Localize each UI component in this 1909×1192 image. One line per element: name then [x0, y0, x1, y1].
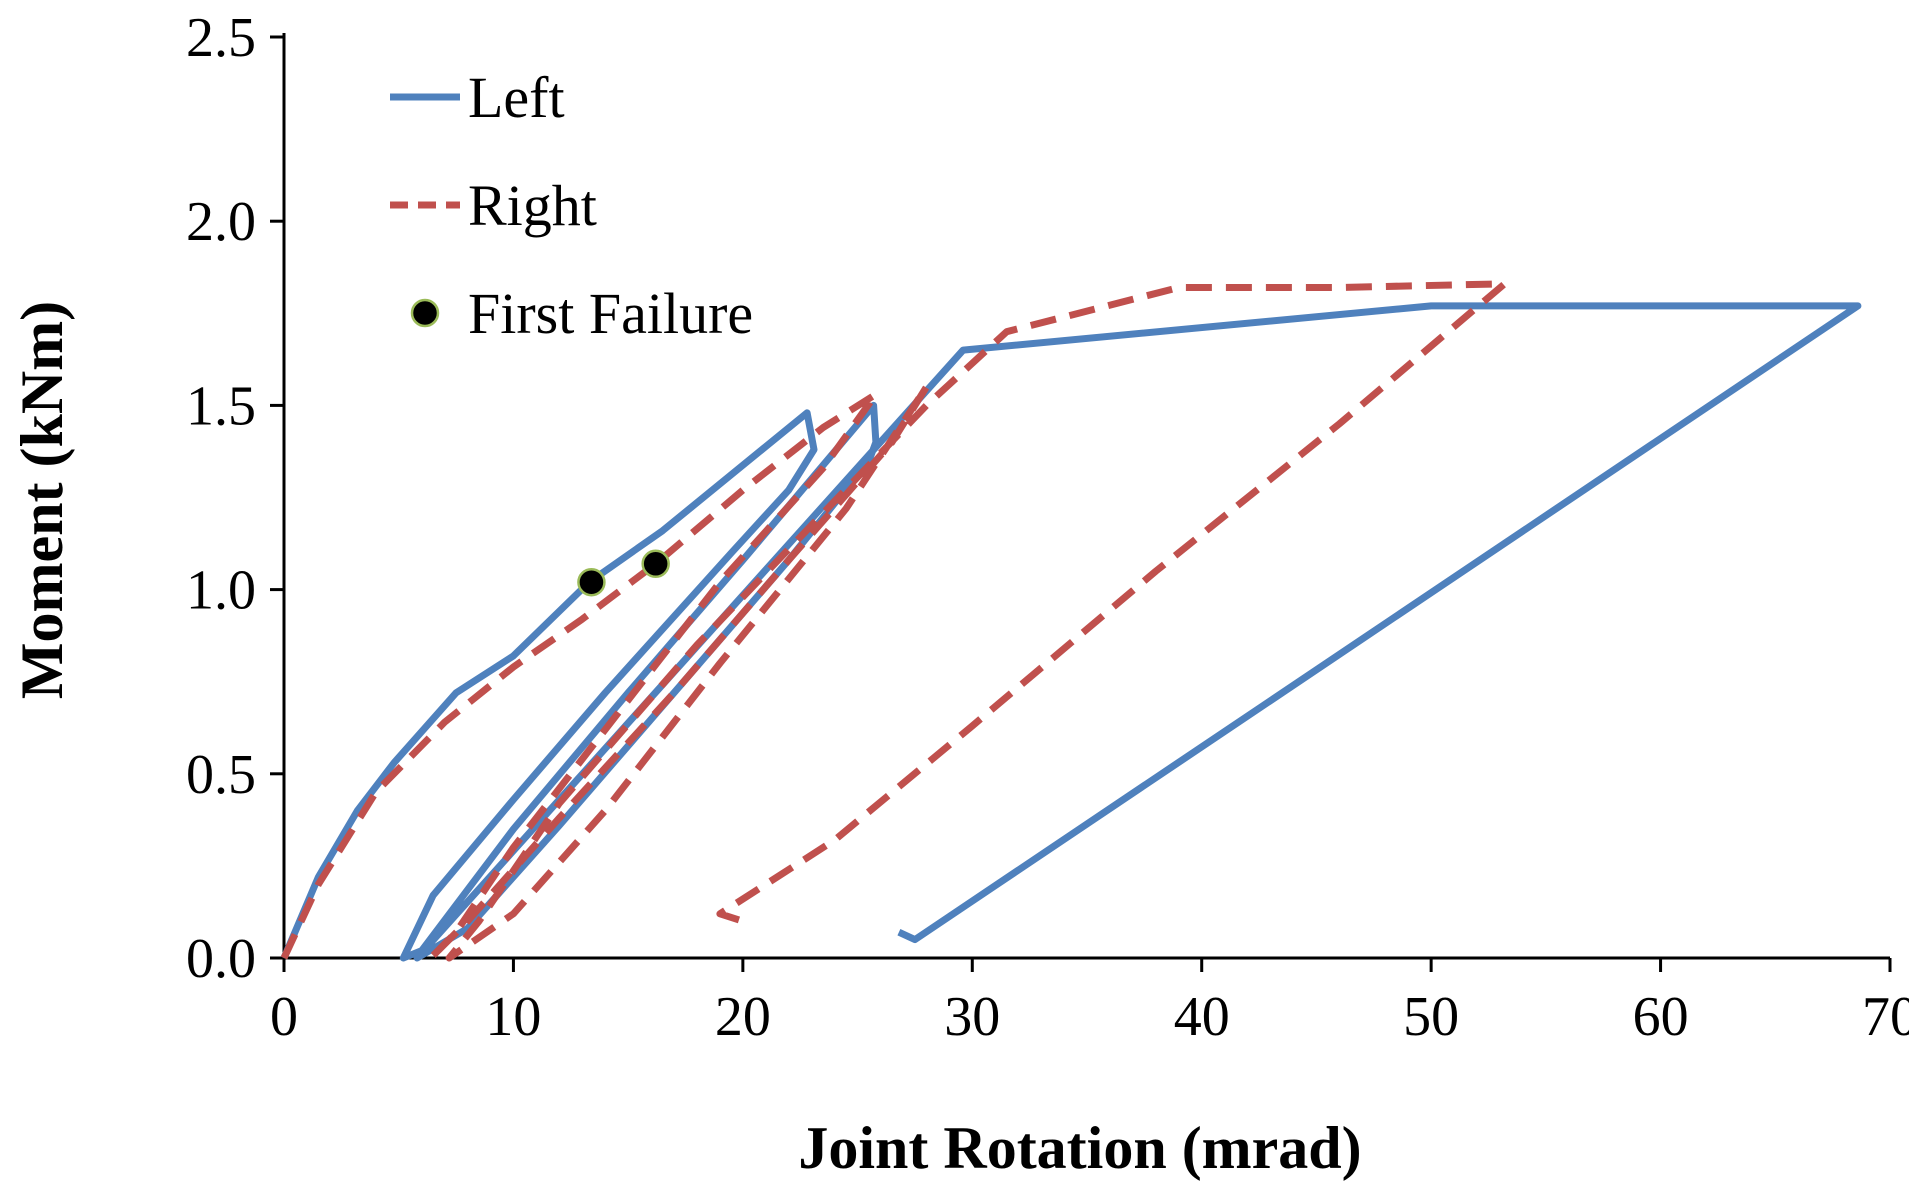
- x-tick-label: 10: [485, 986, 541, 1048]
- y-tick-label: 1.5: [186, 375, 256, 437]
- legend: Left Right First Failure: [390, 65, 753, 346]
- first-failure-point: [641, 549, 670, 579]
- x-tick-label: 40: [1174, 986, 1230, 1048]
- x-tick-label: 0: [270, 986, 298, 1048]
- x-tick-label: 20: [715, 986, 771, 1048]
- x-tick-label: 50: [1403, 986, 1459, 1048]
- legend-right-label: Right: [468, 173, 597, 238]
- x-tick-label: 70: [1862, 986, 1909, 1048]
- plot-area: [280, 280, 1862, 962]
- legend-first-failure-label: First Failure: [468, 281, 753, 346]
- x-axis-title: Joint Rotation (mrad): [798, 1115, 1361, 1181]
- right-series-line: [280, 280, 1509, 962]
- axes: 0.0 0.5 1.0 1.5 2.0 2.5 0 10 20 30 40 50 60 70: [186, 7, 1909, 1048]
- y-tick-label: 0.5: [186, 744, 256, 806]
- legend-left-label: Left: [468, 65, 565, 130]
- y-tick-label: 2.0: [186, 191, 256, 253]
- y-tick-label: 0.0: [186, 928, 256, 990]
- y-axis-title: Moment (kNm): [9, 301, 75, 699]
- first-failure-point: [577, 567, 606, 597]
- y-tick-label: 2.5: [186, 7, 256, 69]
- left-series-line: [280, 302, 1862, 962]
- x-tick-label: 30: [944, 986, 1000, 1048]
- y-tick-label: 1.0: [186, 560, 256, 622]
- x-tick-label: 60: [1633, 986, 1689, 1048]
- legend-first-failure-swatch: [410, 298, 440, 328]
